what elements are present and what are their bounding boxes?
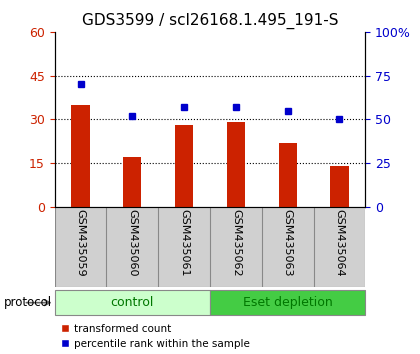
Bar	[331, 166, 349, 207]
Bar	[278, 143, 297, 207]
Text: GSM435064: GSM435064	[334, 210, 344, 277]
Bar	[71, 105, 89, 207]
Text: GSM435059: GSM435059	[76, 210, 86, 277]
Text: GSM435063: GSM435063	[283, 210, 293, 277]
Legend: transformed count, percentile rank within the sample: transformed count, percentile rank withi…	[60, 324, 250, 349]
Text: GSM435061: GSM435061	[179, 210, 189, 277]
Bar	[55, 290, 210, 315]
Title: GDS3599 / scl26168.1.495_191-S: GDS3599 / scl26168.1.495_191-S	[82, 13, 338, 29]
Text: control: control	[110, 296, 154, 309]
Bar	[210, 290, 365, 315]
Bar	[175, 125, 193, 207]
Text: GSM435060: GSM435060	[127, 210, 137, 277]
Text: protocol: protocol	[4, 296, 53, 309]
Text: GSM435062: GSM435062	[231, 210, 241, 277]
Text: Eset depletion: Eset depletion	[243, 296, 333, 309]
Bar	[227, 122, 245, 207]
Bar	[123, 158, 142, 207]
